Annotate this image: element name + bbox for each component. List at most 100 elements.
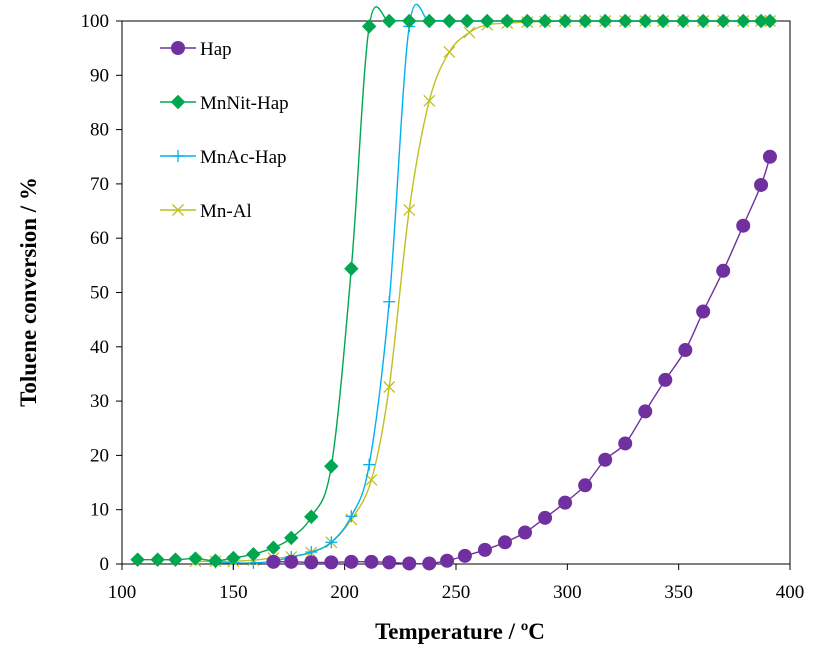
data-point-mnac-hap [383,295,396,308]
x-tick-label: 200 [330,582,359,603]
y-tick-label: 0 [100,554,110,575]
y-tick-label: 90 [90,65,109,86]
legend-marker [171,41,185,55]
data-point-hap [754,177,769,192]
data-point-mnnit-hap [150,552,165,567]
y-tick-label: 100 [81,11,110,32]
y-tick-label: 20 [90,445,109,466]
data-point-mnac-hap [325,536,338,549]
series-line-mnnit-hap [137,6,770,562]
data-point-hap [618,436,633,451]
x-tick-label: 150 [219,582,248,603]
data-point-hap [266,554,281,569]
legend-item-mnac-hap: MnAc-Hap [160,147,287,168]
x-tick-label: 100 [108,582,137,603]
data-point-mnnit-hap [361,19,377,34]
data-point-hap [696,304,711,319]
data-point-mnnit-hap [500,13,515,29]
data-point-hap [716,263,731,278]
data-point-hap [440,553,455,568]
y-tick-label: 40 [90,337,109,358]
data-point-hap [344,554,359,569]
data-point-hap [638,404,653,419]
y-axis-title: Toluene conversion / % [16,177,41,407]
data-point-mnnit-hap [638,13,653,29]
series-mnac-hap [209,3,776,569]
data-point-mnnit-hap [557,13,573,29]
data-point-hap [762,149,777,164]
y-tick-label: 10 [90,500,109,521]
data-point-hap [364,554,379,569]
data-point-mn-al [443,45,456,58]
data-point-mnnit-hap [537,13,553,29]
series-line-mnac-hap [215,3,770,564]
data-point-hap [538,510,553,525]
data-point-hap [678,343,693,358]
legend-item-mnnit-hap: MnNit-Hap [160,93,289,114]
data-point-mnnit-hap [442,13,457,29]
legend-label: Hap [200,39,232,60]
legend-marker [172,150,184,162]
data-point-mnnit-hap [459,13,475,29]
y-tick-label: 50 [90,283,109,304]
x-tick-label: 300 [553,582,582,603]
data-point-mnnit-hap [762,13,778,29]
data-point-mnnit-hap [324,459,339,474]
series-mnnit-hap [130,6,778,568]
data-point-hap [558,495,573,510]
legend-label: MnAc-Hap [200,147,287,168]
data-point-hap [324,555,339,570]
series-hap [266,149,777,571]
y-tick-label: 70 [90,174,109,195]
data-point-hap [457,548,472,563]
y-tick-label: 60 [90,228,109,249]
x-axis-title: Temperature / ºC [375,619,545,644]
data-point-mn-al [463,26,476,39]
data-point-mnnit-hap [168,552,183,567]
data-point-mnnit-hap [188,551,203,566]
data-point-mn-al [365,473,378,486]
data-point-mnnit-hap [520,13,535,29]
data-point-mnnit-hap [402,13,417,29]
series-line-hap [273,156,771,565]
x-tick-label: 250 [442,582,471,603]
y-tick-label: 80 [90,120,109,141]
data-point-mn-al [403,204,416,216]
data-point-mnnit-hap [655,13,671,29]
data-point-mnac-hap [363,458,376,471]
data-point-mnnit-hap [304,509,319,524]
legend-item-mn-al: Mn-Al [160,201,252,222]
axes-layer: 100 150 200 250 300 350 400 0 10 20 30 40 50 60 70 80 90… [81,11,805,603]
data-point-mnnit-hap [246,547,261,562]
data-point-hap [382,555,397,570]
data-point-mnnit-hap [675,13,691,29]
legend-marker [172,204,184,216]
data-point-hap [736,218,751,233]
data-point-mnnit-hap [284,530,299,546]
data-point-hap [284,554,299,569]
data-point-hap [518,525,533,540]
legend-marker [170,94,186,110]
data-point-hap [402,556,417,571]
data-point-mn-al [423,94,436,107]
data-point-mnnit-hap [695,13,711,29]
data-point-hap [578,478,593,493]
data-point-hap [497,535,512,550]
x-tick-label: 350 [664,582,693,603]
data-point-mnnit-hap [597,13,613,29]
legend-label: MnNit-Hap [200,93,289,114]
data-point-hap [304,555,319,570]
data-point-hap [422,556,437,571]
legend-label: Mn-Al [200,201,252,222]
y-tick-label: 30 [90,391,109,412]
data-point-mnac-hap [345,510,358,523]
data-point-mn-al [383,381,396,393]
data-point-hap [598,452,613,467]
data-point-mnnit-hap [208,553,223,568]
legend-item-hap: Hap [160,39,232,60]
data-point-mnnit-hap [381,13,397,29]
x-tick-label: 400 [776,582,805,603]
data-point-mnnit-hap [344,261,359,276]
data-point-mnnit-hap [618,13,633,29]
